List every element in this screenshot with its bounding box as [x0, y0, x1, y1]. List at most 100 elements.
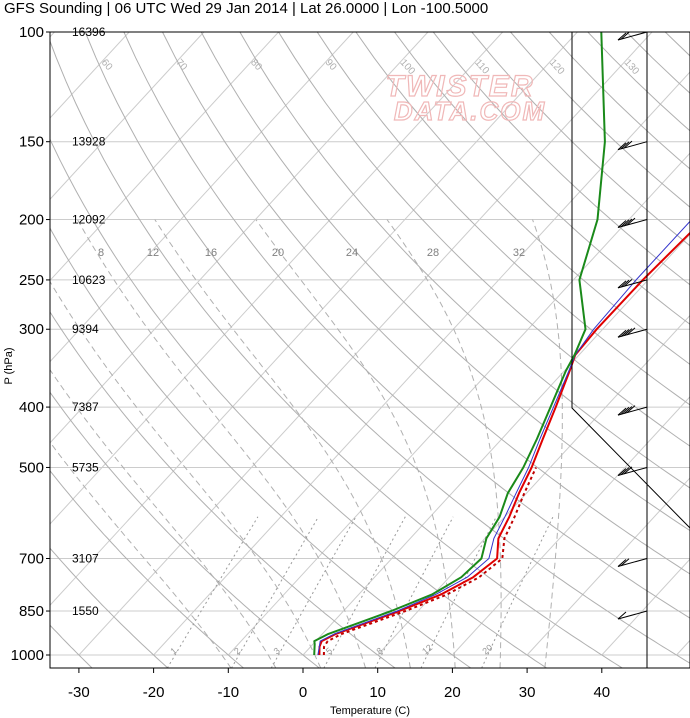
height-label: 7387: [72, 400, 99, 414]
x-tick-label: 10: [369, 684, 386, 701]
dry-adiabat: [510, 32, 690, 208]
height-label: 13928: [72, 135, 106, 149]
mixing-ratio-label: 1: [168, 646, 178, 657]
isotherm-line: [78, 32, 653, 656]
mixing-ratio-label: 20: [480, 642, 494, 656]
dry-adiabat: [50, 391, 320, 668]
pressure-tick-label: 250: [19, 272, 44, 289]
mixing-ratio-line: [323, 516, 406, 668]
theta-e-label: 20: [272, 247, 284, 259]
dry-adiabat: [200, 32, 690, 532]
height-label: 16396: [72, 25, 106, 39]
pressure-tick-label: 100: [19, 24, 44, 41]
wind-barb: [617, 140, 648, 151]
mixing-ratio-line: [374, 516, 454, 668]
theta-e-label: 12: [147, 247, 159, 259]
x-tick-label: 20: [444, 684, 461, 701]
pressure-tick-label: 850: [19, 603, 44, 620]
watermark-line2: DATA.COM: [394, 96, 546, 126]
height-label: 3107: [72, 551, 99, 565]
pressure-tick-label: 200: [19, 212, 44, 229]
height-label: 10623: [72, 273, 106, 287]
isotherm-line: [50, 32, 205, 200]
isotherm-line: [50, 32, 504, 525]
wind-barb-flag: [623, 328, 633, 337]
moist-adiabat: [50, 280, 322, 668]
isotherm-label: 80: [248, 57, 264, 73]
isotherm-line: [50, 32, 429, 444]
wind-barb-flag: [623, 406, 633, 414]
isotherm-label: 120: [547, 57, 567, 77]
wind-barb-flag: [620, 467, 630, 476]
isotherm-line: [452, 396, 690, 656]
mixing-ratio-label: 2: [232, 646, 242, 657]
chart-grid: 123581220-30-20-100102030405060708090100…: [50, 32, 690, 668]
wind-barb-flag: [620, 219, 630, 228]
series-virtual-temperature: [322, 467, 537, 656]
wind-barb: [617, 405, 648, 416]
series-dewpoint: [313, 32, 606, 656]
dry-adiabat: [50, 311, 396, 668]
wind-panel-boundary: [571, 32, 690, 529]
mixing-ratio-line: [166, 516, 259, 668]
moist-adiabat: [50, 441, 232, 668]
pressure-tick-label: 500: [19, 459, 44, 476]
isotherm-line: [227, 152, 690, 656]
x-tick-label: -20: [143, 684, 165, 701]
pressure-tick-label: 300: [19, 321, 44, 338]
wind-barb-flag: [623, 140, 633, 149]
isotherm-label: 130: [622, 57, 642, 77]
wind-barb: [617, 610, 648, 620]
y-axis-label: P (hPa): [3, 347, 15, 384]
theta-e-label: 16: [205, 247, 217, 259]
height-label: 5735: [72, 460, 99, 474]
wind-barb-flag: [617, 611, 627, 620]
wind-barbs: [617, 31, 648, 620]
wind-barb-shaft: [617, 466, 648, 476]
wind-barb: [617, 217, 648, 229]
wind-barb-flag: [623, 278, 633, 287]
wind-barb-shaft: [617, 279, 648, 289]
moist-adiabat: [76, 219, 367, 668]
wind-barb-shaft: [617, 610, 648, 620]
isotherm-line: [153, 71, 690, 656]
wind-barb-shaft: [617, 328, 648, 338]
x-tick-label: 30: [519, 684, 536, 701]
wind-barb-flag: [617, 142, 627, 151]
x-tick-label: 40: [593, 684, 610, 701]
dry-adiabat: [50, 138, 548, 668]
dry-adiabat: [394, 32, 690, 325]
wind-barb-flag: [620, 31, 630, 40]
mixing-ratio-label: 5: [324, 646, 334, 657]
dry-adiabat: [50, 227, 472, 668]
mixing-ratio-line: [270, 516, 357, 668]
dry-adiabat: [123, 32, 690, 619]
isotherm-line: [601, 558, 690, 656]
pressure-tick-label: 150: [19, 134, 44, 151]
wind-barb-flag: [620, 558, 630, 567]
pressure-tick-label: 700: [19, 550, 44, 567]
wind-barb: [617, 31, 648, 41]
mixing-ratio-label: 12: [420, 642, 434, 656]
x-tick-label: -10: [217, 684, 239, 701]
wind-barb-flag: [626, 405, 636, 414]
isotherm-line: [377, 314, 690, 656]
mixing-ratio-label: 3: [272, 646, 282, 657]
isotherm-line: [302, 233, 690, 656]
isotherm-line: [50, 32, 578, 606]
theta-e-label: 8: [98, 247, 104, 259]
dry-adiabat: [50, 547, 169, 668]
wind-barb-shaft: [617, 31, 648, 41]
moist-adiabat: [154, 219, 411, 668]
dry-adiabat: [471, 32, 690, 247]
wind-barb-flag: [617, 329, 627, 338]
wind-barb: [617, 466, 648, 476]
theta-e-label: 32: [513, 247, 525, 259]
moist-adiabat: [386, 219, 502, 668]
dry-adiabat: [50, 39, 623, 668]
wind-barb-flag: [623, 218, 633, 227]
wind-barb-flag: [626, 217, 636, 226]
isotherm-label: 70: [173, 57, 189, 73]
